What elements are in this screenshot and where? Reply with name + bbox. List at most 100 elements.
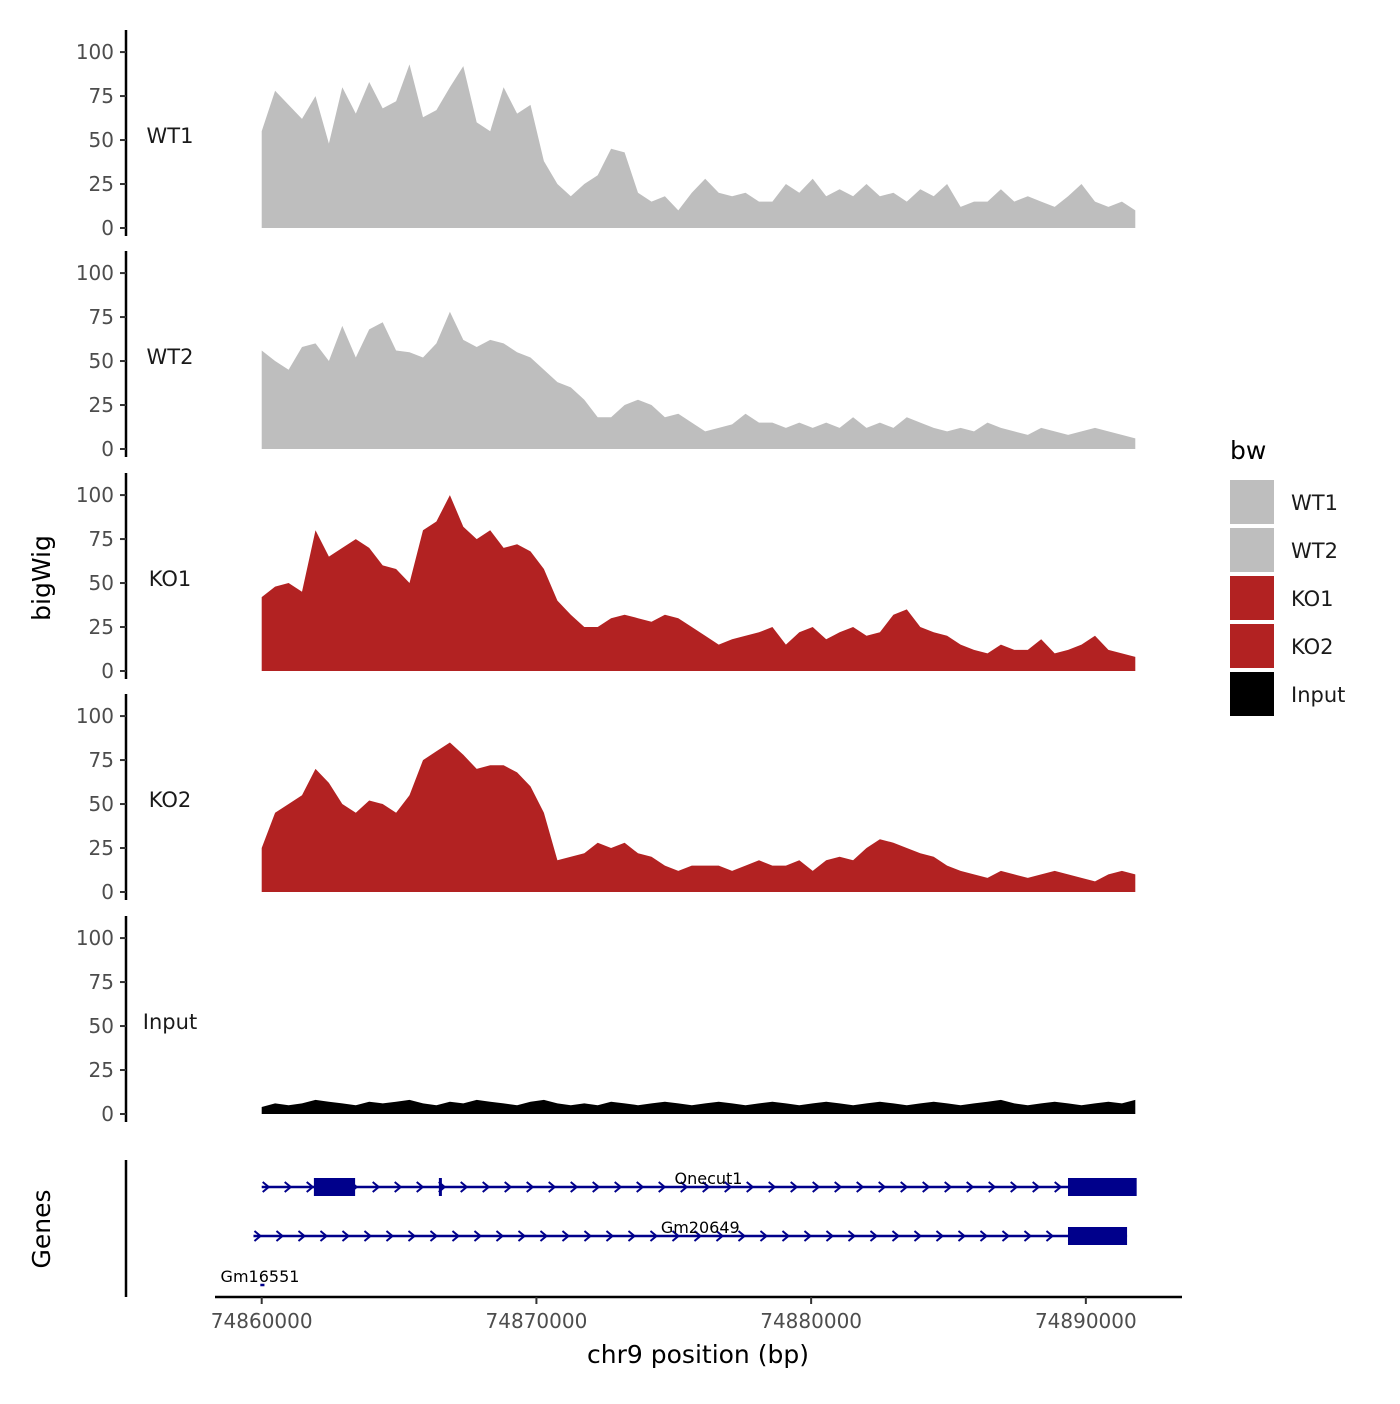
y-tick-label: 50 [89,1014,114,1038]
track-wt2: 0 25 50 75 100 WT2 [76,251,1136,461]
y-tick-label: 75 [89,84,114,108]
y-tick-label: 50 [89,349,114,373]
y-tick-label: 0 [101,216,114,240]
strand-chevron [649,1230,659,1242]
strand-chevron [746,1181,755,1193]
x-tick-label: 74860000 [211,1309,313,1333]
legend-label-wt2: WT2 [1291,539,1338,563]
track-label-ko1: KO1 [149,567,192,591]
strand-chevron [1023,1230,1033,1242]
strand-chevron [416,1181,425,1193]
strand-chevron [702,1181,711,1193]
strand-chevron [473,1230,483,1242]
gene-exon [1067,1178,1137,1196]
strand-chevron [1032,1181,1041,1193]
y-tick-label: 100 [76,483,114,507]
strand-chevron [605,1230,615,1242]
legend-label-ko1: KO1 [1291,587,1334,611]
x-tick-label: 74880000 [760,1309,862,1333]
y-tick-label: 100 [76,40,114,64]
strand-chevron [724,1181,733,1193]
legend-key-ko1 [1230,576,1274,620]
strand-chevron [966,1181,975,1193]
track-label-wt1: WT1 [147,124,194,148]
coverage-area-wt1 [261,64,1136,229]
legend: bw WT1 WT2 KO1 KO2 Input [1230,436,1345,716]
gene-onecut1: Onecut1 [261,1169,1137,1196]
strand-chevron [297,1230,307,1242]
strand-chevron [913,1230,923,1242]
track-ko1: 0 25 50 75 100 KO1 [76,473,1136,683]
strand-chevron [385,1230,395,1242]
strand-chevron [1010,1181,1019,1193]
legend-label-wt1: WT1 [1291,491,1338,515]
gene-exon [438,1178,442,1196]
y-tick-label: 0 [101,437,114,461]
strand-chevron [482,1181,491,1193]
strand-chevron [614,1181,623,1193]
legend-key-input [1230,672,1274,716]
y-tick-label: 50 [89,792,114,816]
genes-axis-title: Genes [27,1189,56,1268]
strand-chevron [988,1181,997,1193]
strand-chevron [812,1181,821,1193]
gene-exon [1067,1227,1128,1245]
strand-chevron [935,1230,945,1242]
gene-gm16551: Gm16551 [221,1267,300,1287]
strand-chevron [306,1181,315,1193]
strand-chevron [957,1230,967,1242]
track-label-ko2: KO2 [149,788,192,812]
x-tick-label: 74890000 [1035,1309,1137,1333]
gene-gm20649: Gm20649 [253,1218,1128,1245]
strand-chevron [495,1230,505,1242]
coverage-tracks: 0255075100WT10255075100WT20255075100KO10… [76,30,1136,1126]
strand-chevron [979,1230,989,1242]
y-tick-label: 75 [89,748,114,772]
gene-label-onecut1: Onecut1 [675,1169,743,1188]
strand-chevron [1001,1230,1011,1242]
y-tick-label: 100 [76,704,114,728]
y-tick-label: 25 [89,836,114,860]
strand-chevron [900,1181,909,1193]
strand-chevron [781,1230,791,1242]
legend-label-input: Input [1291,683,1345,707]
y-tick-label: 25 [89,393,114,417]
legend-key-ko2 [1230,624,1274,668]
strand-chevron [548,1181,557,1193]
y-tick-label: 50 [89,571,114,595]
strand-chevron [759,1230,769,1242]
strand-chevron [891,1230,901,1242]
strand-chevron [847,1230,857,1242]
strand-chevron [460,1181,469,1193]
y-tick-label: 25 [89,172,114,196]
strand-chevron [583,1230,593,1242]
strand-chevron [737,1230,747,1242]
y-tick-label: 25 [89,615,114,639]
strand-chevron [561,1230,571,1242]
strand-chevron [658,1181,667,1193]
coverage-area-input [261,1099,1136,1114]
strand-chevron [680,1181,689,1193]
strand-chevron [627,1230,637,1242]
y-tick-label: 25 [89,1058,114,1082]
gene-label-gm20649: Gm20649 [661,1218,740,1237]
strand-chevron [504,1181,513,1193]
y-tick-label: 0 [101,880,114,904]
gene-exon [313,1178,356,1196]
gene-label-gm16551: Gm16551 [221,1267,300,1286]
track-wt1: 0 25 50 75 100 WT1 [76,30,1136,240]
y-axis-title: bigWig [27,535,56,621]
strand-chevron [253,1230,263,1242]
strand-chevron [363,1230,373,1242]
coverage-area-ko1 [261,495,1136,671]
legend-key-wt1 [1230,480,1274,524]
track-input: 0 25 50 75 100 Input [76,916,1136,1126]
strand-chevron [944,1181,953,1193]
y-tick-label: 0 [101,659,114,683]
strand-chevron [768,1181,777,1193]
strand-chevron [869,1230,879,1242]
y-tick-label: 75 [89,305,114,329]
strand-chevron [319,1230,329,1242]
legend-title: bw [1230,436,1266,465]
x-tick-label: 74870000 [486,1309,588,1333]
